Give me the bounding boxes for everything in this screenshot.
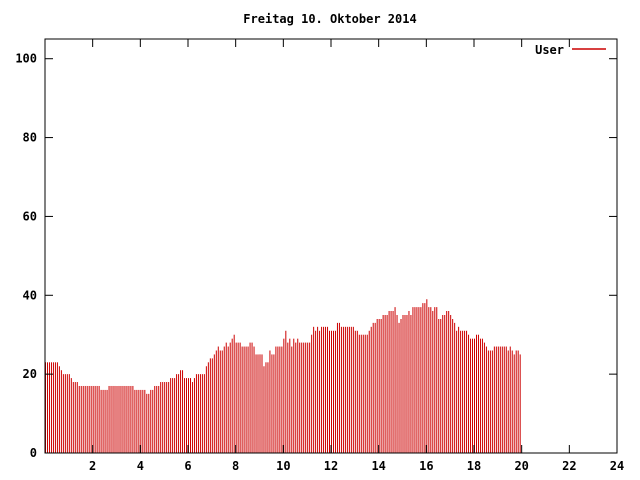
- x-tick-label: 24: [610, 459, 624, 473]
- y-axis: 0 20 40 60 80 100: [15, 52, 617, 460]
- x-tick-label: 16: [419, 459, 433, 473]
- y-tick-label: 100: [15, 52, 37, 66]
- chart-title: Freitag 10. Oktober 2014: [243, 12, 416, 26]
- x-tick-label: 6: [184, 459, 191, 473]
- x-tick-label: 2: [89, 459, 96, 473]
- x-tick-label: 22: [562, 459, 576, 473]
- y-tick-label: 60: [23, 209, 37, 223]
- x-tick-label: 20: [514, 459, 528, 473]
- x-tick-label: 18: [467, 459, 481, 473]
- x-tick-label: 10: [276, 459, 290, 473]
- x-tick-label: 14: [371, 459, 385, 473]
- bar-series-user: [45, 299, 521, 453]
- y-tick-label: 40: [23, 288, 37, 302]
- x-tick-label: 12: [324, 459, 338, 473]
- plot-frame: [44, 38, 618, 454]
- legend: User: [535, 43, 606, 57]
- x-axis: 2 4 6 8 10 12 14 16 18 20 22 24: [89, 39, 624, 473]
- y-tick-label: 0: [30, 446, 37, 460]
- y-tick-label: 80: [23, 131, 37, 145]
- x-tick-label: 8: [232, 459, 239, 473]
- legend-label-user: User: [535, 43, 564, 57]
- y-tick-label: 20: [23, 367, 37, 381]
- x-tick-label: 4: [137, 459, 144, 473]
